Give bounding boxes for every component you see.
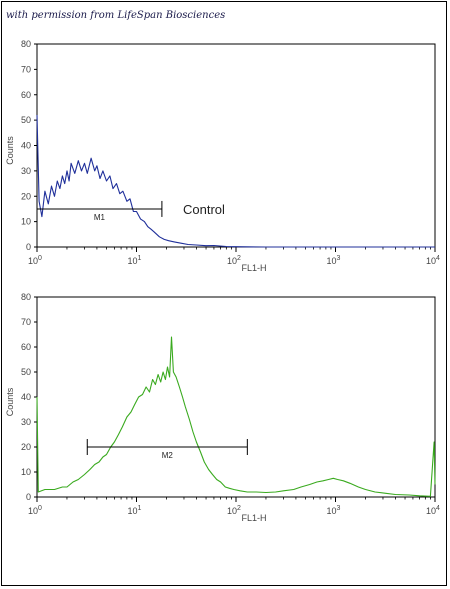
- x-tick-label: 101: [128, 255, 142, 266]
- x-tick-label: 103: [327, 505, 341, 516]
- plot-area-frame: [36, 296, 436, 498]
- y-axis-label: Counts: [5, 136, 15, 165]
- y-tick-label: 70: [21, 64, 31, 74]
- x-tick-base: 10: [327, 506, 337, 516]
- y-axis-label: Counts: [5, 387, 15, 416]
- y-tick-label: 30: [21, 417, 31, 427]
- x-tick-base: 10: [128, 256, 138, 266]
- y-tick-label: 80: [21, 39, 31, 49]
- x-axis-label: FL1-H: [241, 263, 266, 273]
- y-tick-label: 60: [21, 342, 31, 352]
- x-tick-label: 103: [327, 255, 341, 266]
- x-tick-base: 10: [128, 506, 138, 516]
- y-tick-label: 50: [21, 115, 31, 125]
- x-tick-exponent: 2: [237, 255, 241, 262]
- y-tick-label: 70: [21, 317, 31, 327]
- x-tick-base: 10: [28, 506, 38, 516]
- y-tick-label: 20: [21, 191, 31, 201]
- y-tick-label: 40: [21, 141, 31, 151]
- y-tick-label: 80: [21, 292, 31, 302]
- x-tick-exponent: 1: [138, 505, 142, 512]
- x-tick-base: 10: [227, 506, 237, 516]
- control-annotation: Control: [183, 202, 225, 217]
- x-tick-label: 101: [128, 505, 142, 516]
- y-tick-label: 0: [26, 492, 31, 502]
- x-tick-label: 102: [227, 505, 241, 516]
- y-tick-label: 30: [21, 166, 31, 176]
- x-axis-label: FL1-H: [241, 513, 266, 523]
- x-tick-exponent: 0: [38, 505, 42, 512]
- marker-label: M2: [162, 451, 174, 460]
- x-tick-exponent: 4: [436, 505, 440, 512]
- x-tick-exponent: 2: [237, 505, 241, 512]
- y-tick-label: 10: [21, 217, 31, 227]
- y-tick-label: 60: [21, 90, 31, 100]
- marker-label: M1: [94, 213, 106, 222]
- x-tick-label: 100: [28, 255, 42, 266]
- histogram-series-line: [36, 336, 436, 497]
- x-tick-label: 104: [426, 505, 440, 516]
- x-tick-base: 10: [426, 256, 436, 266]
- permission-note: with permission from LifeSpan Bioscience…: [6, 10, 226, 21]
- y-tick-label: 10: [21, 467, 31, 477]
- x-tick-base: 10: [28, 256, 38, 266]
- histogram-series-line: [36, 114, 435, 248]
- y-tick-label: 0: [26, 242, 31, 252]
- x-tick-exponent: 0: [38, 255, 42, 262]
- x-tick-base: 10: [426, 506, 436, 516]
- x-tick-base: 10: [327, 256, 337, 266]
- x-tick-exponent: 3: [337, 255, 341, 262]
- y-tick-label: 40: [21, 392, 31, 402]
- x-tick-base: 10: [227, 256, 237, 266]
- y-tick-label: 50: [21, 367, 31, 377]
- x-tick-label: 100: [28, 505, 42, 516]
- y-tick-label: 20: [21, 442, 31, 452]
- x-tick-exponent: 1: [138, 255, 142, 262]
- x-tick-exponent: 3: [337, 505, 341, 512]
- x-tick-label: 102: [227, 255, 241, 266]
- x-tick-exponent: 4: [436, 255, 440, 262]
- x-tick-label: 104: [426, 255, 440, 266]
